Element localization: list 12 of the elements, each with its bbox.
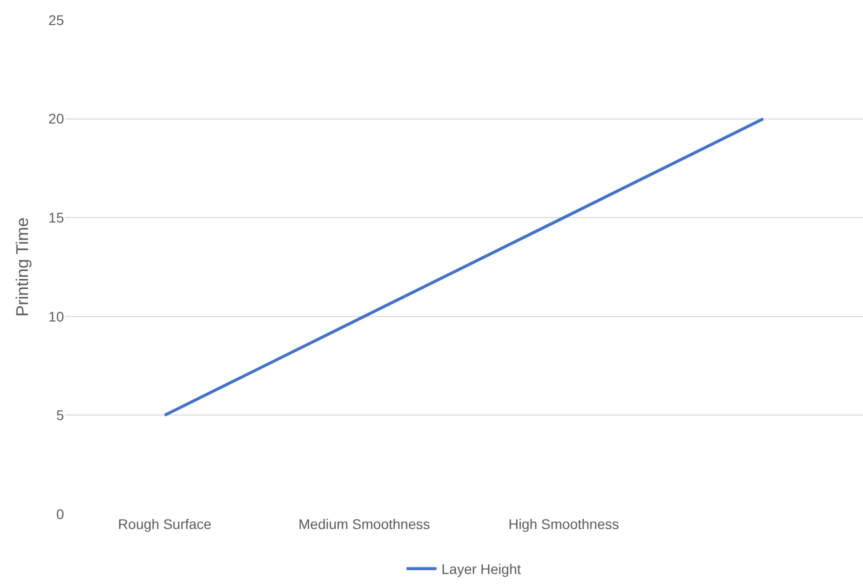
y-tick-label: 15 xyxy=(48,210,64,226)
line-series xyxy=(163,117,765,417)
x-tick-label: Medium Smoothness xyxy=(298,516,430,532)
y-tick-label: 10 xyxy=(48,308,64,324)
legend-label: Layer Height xyxy=(442,561,521,578)
y-tick-label: 20 xyxy=(48,110,64,127)
y-tick-label: 5 xyxy=(56,407,64,424)
x-tick-label: High Smoothness xyxy=(508,516,620,532)
x-tick-label: Rough Surface xyxy=(118,516,212,532)
y-tick-label: 0 xyxy=(56,506,64,522)
y-axis-title: Printing Time xyxy=(12,217,32,317)
y-tick-label: 25 xyxy=(48,12,64,28)
